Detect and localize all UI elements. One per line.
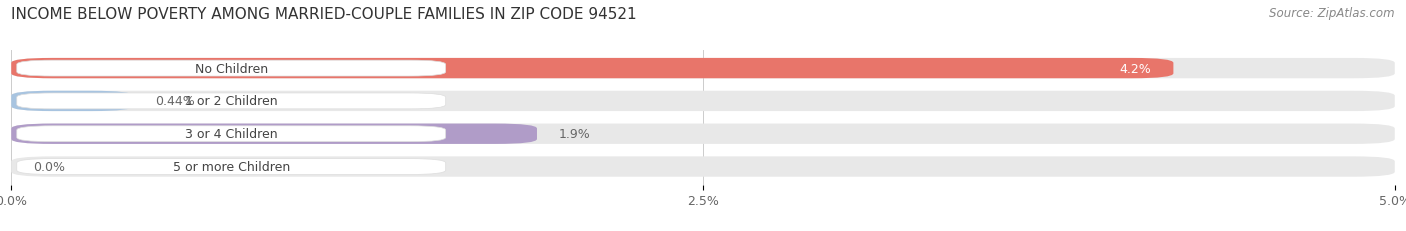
- FancyBboxPatch shape: [11, 124, 1395, 144]
- FancyBboxPatch shape: [17, 159, 446, 175]
- FancyBboxPatch shape: [11, 91, 1395, 112]
- FancyBboxPatch shape: [11, 59, 1395, 79]
- Text: Source: ZipAtlas.com: Source: ZipAtlas.com: [1270, 7, 1395, 20]
- Text: No Children: No Children: [194, 62, 267, 75]
- Text: 1 or 2 Children: 1 or 2 Children: [186, 95, 277, 108]
- Text: 5 or more Children: 5 or more Children: [173, 160, 290, 173]
- Text: 0.0%: 0.0%: [34, 160, 66, 173]
- Text: 4.2%: 4.2%: [1119, 62, 1152, 75]
- Text: 1.9%: 1.9%: [560, 128, 591, 141]
- FancyBboxPatch shape: [11, 157, 1395, 177]
- Text: INCOME BELOW POVERTY AMONG MARRIED-COUPLE FAMILIES IN ZIP CODE 94521: INCOME BELOW POVERTY AMONG MARRIED-COUPL…: [11, 7, 637, 22]
- FancyBboxPatch shape: [17, 61, 446, 77]
- Text: 3 or 4 Children: 3 or 4 Children: [186, 128, 277, 141]
- FancyBboxPatch shape: [11, 91, 134, 112]
- FancyBboxPatch shape: [11, 124, 537, 144]
- FancyBboxPatch shape: [17, 126, 446, 142]
- FancyBboxPatch shape: [11, 59, 1174, 79]
- Text: 0.44%: 0.44%: [155, 95, 195, 108]
- FancyBboxPatch shape: [17, 94, 446, 109]
